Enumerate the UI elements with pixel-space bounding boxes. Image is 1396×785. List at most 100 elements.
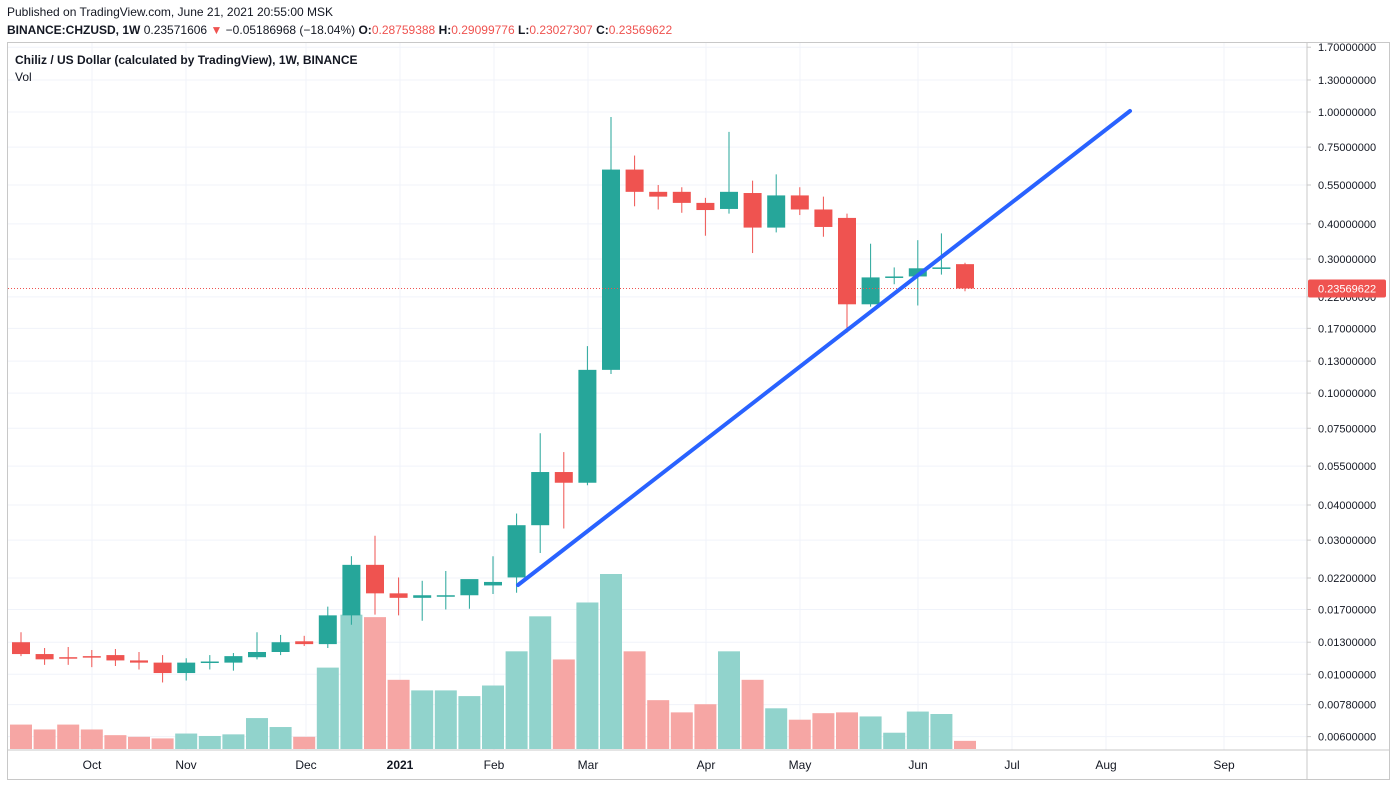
y-tick-label: 0.10000000 <box>1318 388 1376 400</box>
volume-bar <box>883 732 906 749</box>
x-tick-label: Jun <box>908 758 927 772</box>
candle-body[interactable] <box>602 169 620 370</box>
candle-body[interactable] <box>554 472 573 483</box>
x-tick-label: Dec <box>295 758 316 772</box>
volume-bar <box>80 729 103 749</box>
candle-body[interactable] <box>318 615 337 645</box>
volume-bar <box>741 679 764 749</box>
candle-body[interactable] <box>956 264 974 289</box>
candle-body[interactable] <box>200 661 219 664</box>
candle-body[interactable] <box>153 662 172 674</box>
x-tick-label: Oct <box>83 758 102 772</box>
y-tick-label: 1.00000000 <box>1318 107 1376 119</box>
candle-body[interactable] <box>696 202 715 211</box>
y-tick-label: 0.01000000 <box>1318 669 1376 681</box>
volume-bar <box>104 735 127 749</box>
candle-body[interactable] <box>814 209 833 227</box>
volume-bar <box>600 574 622 749</box>
candle-body[interactable] <box>932 267 951 269</box>
volume-bar <box>316 667 339 749</box>
candle-body[interactable] <box>790 195 809 210</box>
volume-bar <box>57 724 80 749</box>
volume-bar <box>128 736 150 749</box>
y-tick-label: 0.07500000 <box>1318 423 1376 435</box>
candle-body[interactable] <box>460 579 479 596</box>
candle-body[interactable] <box>838 217 856 305</box>
volume-bar <box>293 736 316 749</box>
trendline[interactable] <box>516 109 1132 587</box>
y-tick-label: 0.40000000 <box>1318 219 1376 231</box>
last-price-label-bg <box>1308 279 1386 298</box>
volume-bar <box>718 651 740 749</box>
candle-body[interactable] <box>861 277 880 305</box>
volume-bar <box>859 716 882 749</box>
volume-bar <box>505 651 528 749</box>
candle-body[interactable] <box>531 472 550 526</box>
candle-body[interactable] <box>484 581 502 586</box>
last-price: 0.23571606 <box>143 23 208 37</box>
x-tick-label: Aug <box>1095 758 1116 772</box>
y-tick-label: 0.00780000 <box>1318 700 1376 712</box>
y-tick-label: 0.55000000 <box>1318 180 1376 192</box>
volume-bar <box>552 659 575 749</box>
candle-body[interactable] <box>177 662 196 674</box>
candle-body[interactable] <box>366 564 384 594</box>
candle-body[interactable] <box>224 656 243 663</box>
x-tick-label: May <box>789 758 812 772</box>
price-change: −0.05186968 (−18.04%) <box>225 23 356 37</box>
candle-body[interactable] <box>436 595 455 597</box>
volume-bar <box>954 740 976 749</box>
candle-body[interactable] <box>342 564 361 616</box>
volume-bar <box>765 708 788 749</box>
candle-body[interactable] <box>35 654 54 660</box>
y-tick-label: 1.30000000 <box>1318 75 1376 87</box>
y-tick-label: 0.01300000 <box>1318 637 1376 649</box>
y-tick-label: 0.13000000 <box>1318 356 1376 368</box>
candle-body[interactable] <box>130 660 148 663</box>
candle-body[interactable] <box>12 642 30 655</box>
candle-body[interactable] <box>413 595 432 598</box>
x-tick-label: Nov <box>175 758 196 772</box>
symbol-ohlc-bar: BINANCE:CHZUSD, 1W 0.23571606 ▼ −0.05186… <box>7 23 672 37</box>
volume-bar <box>387 679 410 749</box>
published-info: Published on TradingView.com, June 21, 2… <box>7 5 333 19</box>
candle-body[interactable] <box>625 169 644 192</box>
x-tick-label: Mar <box>578 758 599 772</box>
volume-bar <box>434 690 457 749</box>
volume-bar <box>482 685 504 749</box>
y-tick-label: 0.01700000 <box>1318 604 1376 616</box>
candle-body[interactable] <box>885 276 904 278</box>
candle-body[interactable] <box>271 642 290 652</box>
candle-body[interactable] <box>106 655 125 661</box>
candle-body[interactable] <box>578 369 597 483</box>
candle-body[interactable] <box>908 268 927 277</box>
candle-body[interactable] <box>59 657 78 659</box>
candle-body[interactable] <box>507 525 526 578</box>
low-label: L: <box>517 23 530 37</box>
y-tick-label: 1.70000000 <box>1318 42 1376 54</box>
y-tick-label: 0.17000000 <box>1318 323 1376 335</box>
volume-bar <box>33 729 56 749</box>
candle-body[interactable] <box>672 191 691 203</box>
x-tick-label: Jul <box>1004 758 1019 772</box>
candle-body[interactable] <box>248 651 266 658</box>
x-tick-label: 2021 <box>387 758 414 772</box>
open-value: 0.28759388 <box>371 23 436 37</box>
volume-bar <box>340 614 363 749</box>
volume-bar <box>458 696 481 749</box>
volume-bar <box>694 704 717 749</box>
candle-body[interactable] <box>743 193 762 228</box>
chart-frame[interactable] <box>7 42 1390 780</box>
volume-bar <box>222 734 245 749</box>
candle-body[interactable] <box>389 593 408 598</box>
candle-body[interactable] <box>720 191 738 209</box>
y-tick-label: 0.00600000 <box>1318 732 1376 744</box>
high-label: H: <box>438 23 452 37</box>
volume-bar <box>246 718 268 749</box>
candle-body[interactable] <box>767 195 786 228</box>
candle-body[interactable] <box>649 191 668 197</box>
candle-body[interactable] <box>82 656 101 658</box>
candle-body[interactable] <box>295 641 314 645</box>
volume-bar <box>576 602 599 749</box>
